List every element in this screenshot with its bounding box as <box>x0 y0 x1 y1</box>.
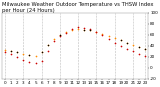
Point <box>40 52 43 53</box>
Text: Milwaukee Weather Outdoor Temperature vs THSW Index per Hour (24 Hours): Milwaukee Weather Outdoor Temperature vs… <box>2 2 154 13</box>
Point <box>83 29 85 31</box>
Point <box>101 34 104 36</box>
Point <box>52 41 55 42</box>
Point <box>16 52 19 53</box>
Point <box>144 55 146 56</box>
Point <box>16 56 19 58</box>
Point <box>138 46 140 48</box>
Point <box>138 53 140 54</box>
Point <box>71 29 73 30</box>
Point <box>46 51 49 52</box>
Point <box>125 42 128 43</box>
Point <box>46 44 49 45</box>
Point <box>34 55 37 56</box>
Point <box>22 53 25 54</box>
Point <box>119 45 122 47</box>
Point <box>125 48 128 50</box>
Point <box>77 29 79 30</box>
Point <box>132 44 134 45</box>
Point <box>28 54 31 55</box>
Point <box>59 34 61 36</box>
Point <box>144 48 146 49</box>
Point <box>113 42 116 43</box>
Point <box>40 52 43 53</box>
Point <box>52 39 55 40</box>
Point <box>83 29 85 31</box>
Point <box>16 52 19 53</box>
Point <box>119 40 122 41</box>
Point <box>138 46 140 48</box>
Point <box>22 59 25 60</box>
Point <box>65 31 67 33</box>
Point <box>89 30 92 31</box>
Point <box>10 51 12 52</box>
Point <box>46 44 49 45</box>
Point <box>89 30 92 31</box>
Point <box>65 32 67 33</box>
Point <box>28 62 31 63</box>
Point <box>4 52 6 53</box>
Point <box>40 61 43 62</box>
Point <box>132 51 134 52</box>
Point <box>71 30 73 31</box>
Point <box>107 35 110 37</box>
Point <box>34 63 37 64</box>
Point <box>59 35 61 37</box>
Point <box>77 26 79 28</box>
Point <box>10 51 12 52</box>
Point <box>10 53 12 55</box>
Point <box>119 40 122 41</box>
Point <box>89 29 92 30</box>
Point <box>4 50 6 51</box>
Point <box>95 31 98 32</box>
Point <box>113 37 116 39</box>
Point <box>59 34 61 36</box>
Point <box>83 28 85 29</box>
Point <box>28 54 31 55</box>
Point <box>95 31 98 32</box>
Point <box>144 48 146 49</box>
Point <box>101 33 104 34</box>
Point <box>125 42 128 43</box>
Point <box>107 39 110 40</box>
